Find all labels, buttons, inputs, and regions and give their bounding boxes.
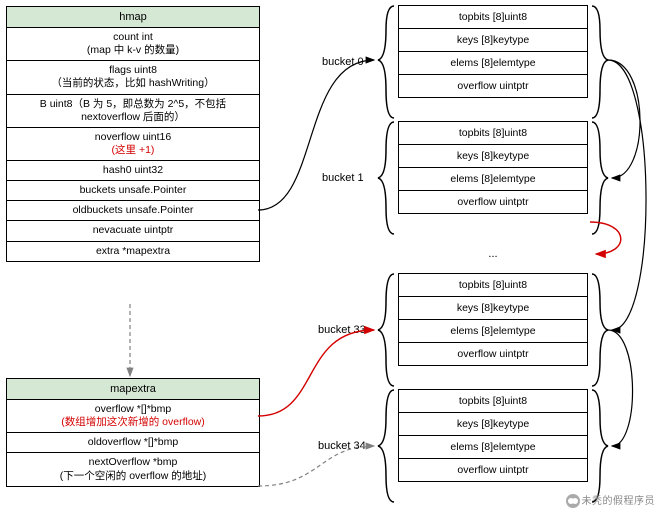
watermark: 未秃的假程序员 bbox=[566, 492, 656, 508]
bucket0-keys: keys [8]keytype bbox=[398, 28, 588, 52]
bucket1-overflow: overflow uintptr bbox=[398, 190, 588, 214]
label-bucket0: bucket 0 bbox=[322, 56, 364, 68]
bucket1-topbits: topbits [8]uint8 bbox=[398, 121, 588, 145]
field-count: count int(map 中 k-v 的数量) bbox=[7, 28, 259, 61]
bucket33-elems: elems [8]elemtype bbox=[398, 319, 588, 343]
bucket0-overflow: overflow uintptr bbox=[398, 74, 588, 98]
field-noverflow: noverflow uint16(这里 +1) bbox=[7, 128, 259, 161]
bucket-33: topbits [8]uint8 keys [8]keytype elems [… bbox=[398, 274, 588, 366]
bucket-0: topbits [8]uint8 keys [8]keytype elems [… bbox=[398, 6, 588, 98]
label-bucket34: bucket 34 bbox=[318, 440, 366, 452]
bucket0-elems: elems [8]elemtype bbox=[398, 51, 588, 75]
bucket33-keys: keys [8]keytype bbox=[398, 296, 588, 320]
buckets-ellipsis: ... bbox=[398, 248, 588, 260]
field-buckets: buckets unsafe.Pointer bbox=[7, 181, 259, 201]
field-flags: flags uint8（当前的状态，比如 hashWriting） bbox=[7, 61, 259, 94]
field-nevacuate: nevacuate uintptr bbox=[7, 221, 259, 241]
hmap-title: hmap bbox=[7, 7, 259, 28]
bucket1-elems: elems [8]elemtype bbox=[398, 167, 588, 191]
label-bucket33: bucket 33 bbox=[318, 324, 366, 336]
field-oldoverflow: oldoverflow *[]*bmp bbox=[7, 433, 259, 453]
bucket34-topbits: topbits [8]uint8 bbox=[398, 389, 588, 413]
bucket0-topbits: topbits [8]uint8 bbox=[398, 5, 588, 29]
bucket-34: topbits [8]uint8 keys [8]keytype elems [… bbox=[398, 390, 588, 482]
field-overflow: overflow *[]*bmp(数组增加这次新增的 overflow) bbox=[7, 400, 259, 433]
mapextra-struct: mapextra overflow *[]*bmp(数组增加这次新增的 over… bbox=[6, 378, 260, 487]
hmap-struct: hmap count int(map 中 k-v 的数量) flags uint… bbox=[6, 6, 260, 262]
wechat-icon bbox=[566, 494, 580, 508]
field-hash0: hash0 uint32 bbox=[7, 161, 259, 181]
bucket34-overflow: overflow uintptr bbox=[398, 458, 588, 482]
bucket33-topbits: topbits [8]uint8 bbox=[398, 273, 588, 297]
bucket34-elems: elems [8]elemtype bbox=[398, 435, 588, 459]
field-oldbuckets: oldbuckets unsafe.Pointer bbox=[7, 201, 259, 221]
field-nextoverflow: nextOverflow *bmp(下一个空闲的 overflow 的地址) bbox=[7, 453, 259, 485]
bucket-1: topbits [8]uint8 keys [8]keytype elems [… bbox=[398, 122, 588, 214]
bucket34-keys: keys [8]keytype bbox=[398, 412, 588, 436]
bucket33-overflow: overflow uintptr bbox=[398, 342, 588, 366]
label-bucket1: bucket 1 bbox=[322, 172, 364, 184]
field-extra: extra *mapextra bbox=[7, 242, 259, 261]
mapextra-title: mapextra bbox=[7, 379, 259, 400]
field-b: B uint8（B 为 5，即总数为 2^5，不包括nextoverflow 后… bbox=[7, 95, 259, 128]
bucket1-keys: keys [8]keytype bbox=[398, 144, 588, 168]
